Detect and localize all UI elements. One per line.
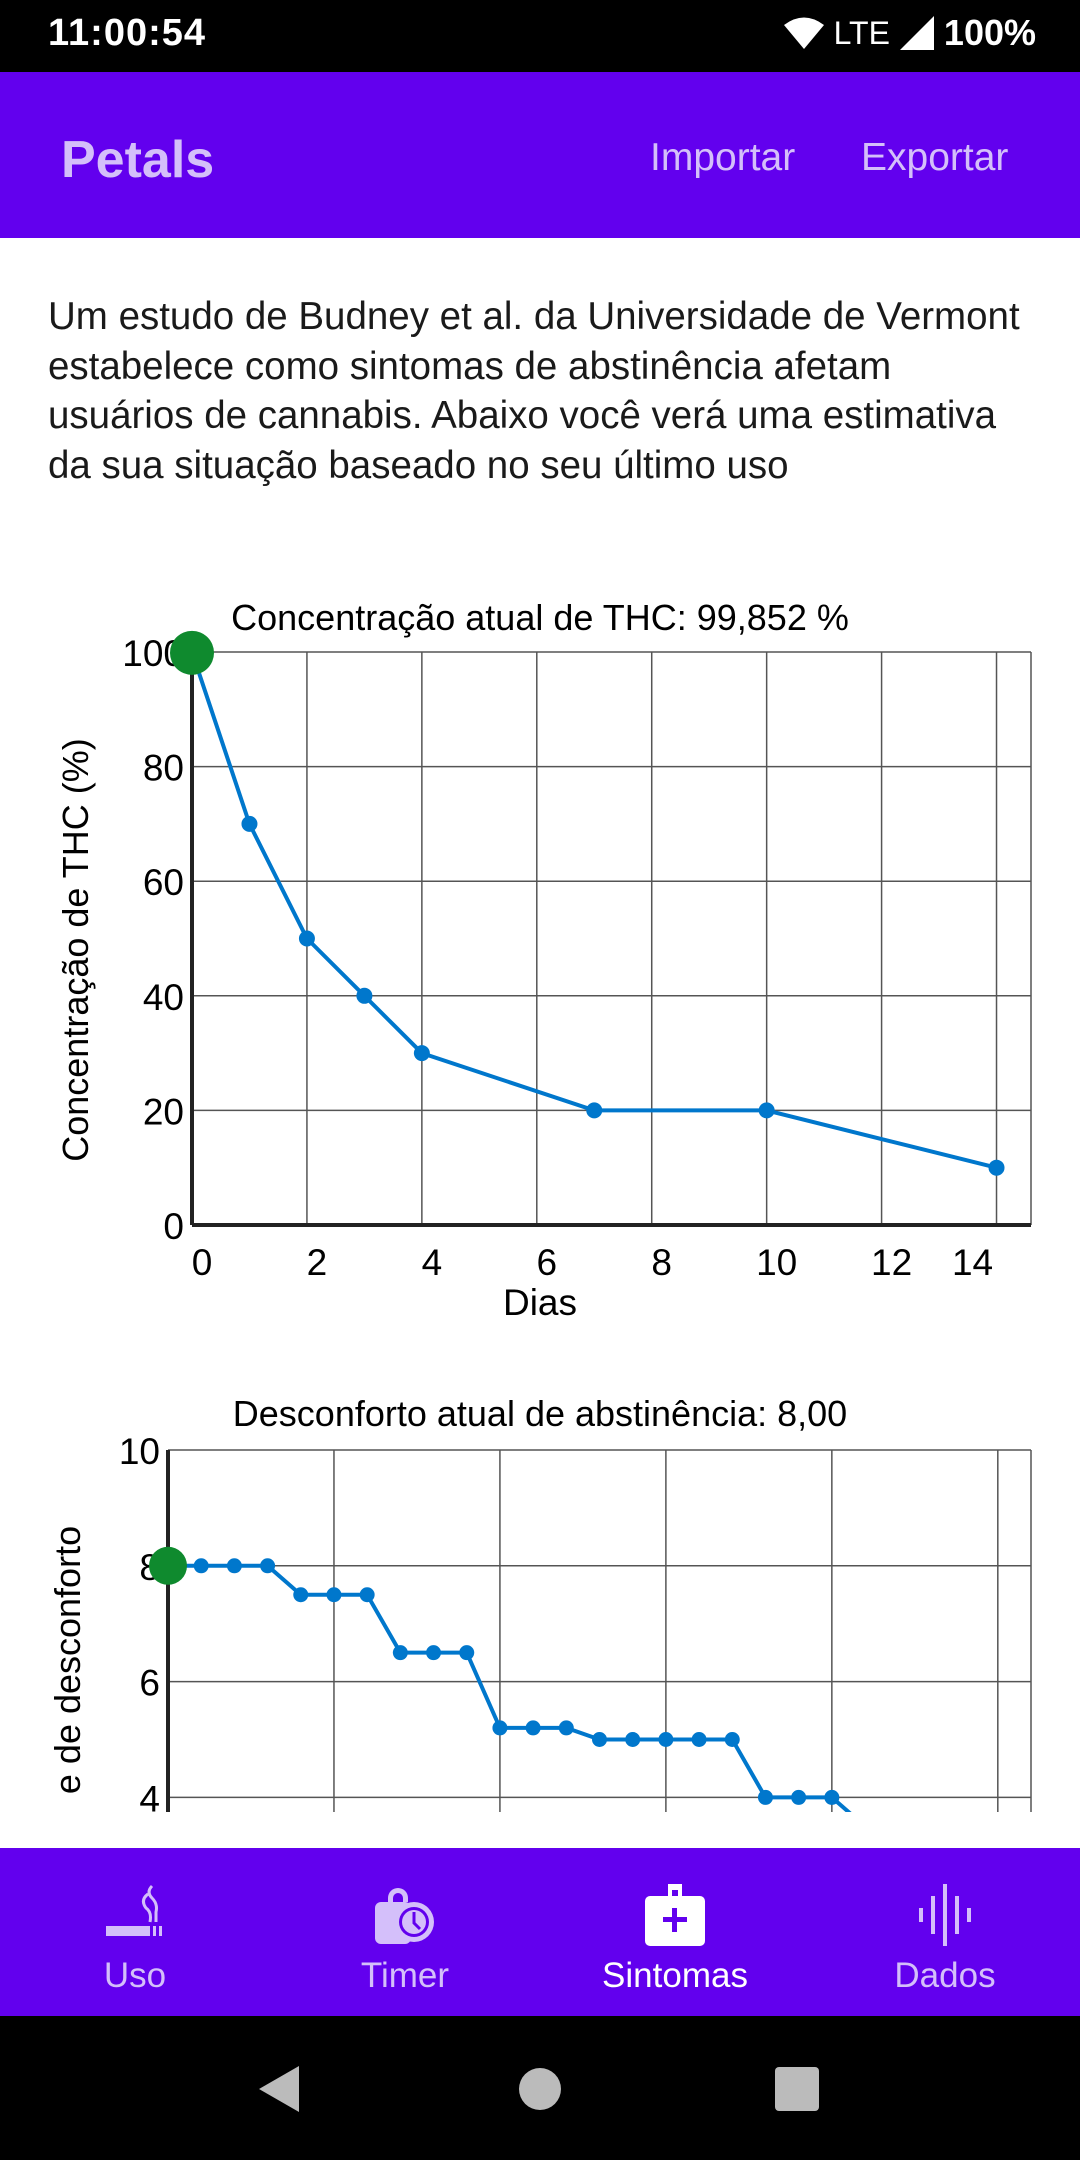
y-tick-label: 40 xyxy=(143,977,184,1018)
intro-text: Um estudo de Budney et al. da Universida… xyxy=(48,295,1020,487)
data-point xyxy=(558,1720,574,1736)
x-tick-label: 4 xyxy=(422,1242,443,1283)
y-tick-label: 20 xyxy=(143,1091,184,1132)
app-bar: Petals Importar Exportar xyxy=(0,72,1080,238)
medical-kit-icon xyxy=(644,1884,706,1946)
data-point xyxy=(413,1045,430,1062)
y-tick-label: 60 xyxy=(143,862,184,903)
smoking-icon xyxy=(104,1884,166,1946)
data-point xyxy=(426,1645,442,1661)
x-tick-label: 0 xyxy=(192,1242,213,1283)
graphic-eq-icon xyxy=(914,1884,976,1946)
data-point xyxy=(658,1732,674,1747)
data-point xyxy=(691,1732,707,1747)
nav-label: Sintomas xyxy=(602,1956,748,1995)
x-tick-label: 14 xyxy=(952,1242,993,1283)
data-point xyxy=(260,1558,276,1574)
x-tick-label: 8 xyxy=(651,1242,672,1283)
bottom-nav: Uso Timer Sintomas Dados xyxy=(0,1848,1080,2016)
data-point xyxy=(359,1587,375,1603)
data-point xyxy=(193,1558,209,1574)
y-tick-label: 6 xyxy=(139,1663,160,1704)
data-point xyxy=(758,1102,775,1119)
nav-item-timer[interactable]: Timer xyxy=(270,1848,540,2016)
data-point xyxy=(241,815,258,832)
data-point xyxy=(824,1789,840,1805)
nav-item-uso[interactable]: Uso xyxy=(0,1848,270,2016)
network-type: LTE xyxy=(833,14,890,51)
system-nav-bar xyxy=(0,2016,1080,2160)
y-axis-label: e de desconforto xyxy=(47,1526,88,1794)
home-icon[interactable] xyxy=(518,2067,562,2111)
nav-label: Timer xyxy=(360,1956,450,1995)
nav-item-sintomas[interactable]: Sintomas xyxy=(540,1848,810,2016)
current-value-marker xyxy=(170,630,214,675)
data-point xyxy=(356,987,373,1004)
back-icon[interactable] xyxy=(255,2066,301,2112)
data-point xyxy=(625,1732,641,1747)
data-point xyxy=(586,1102,603,1119)
thc-chart: Concentração atual de THC: 99,852 % 0 20 40… xyxy=(0,590,1080,1320)
data-point xyxy=(392,1645,408,1661)
data-point xyxy=(592,1732,607,1747)
data-point xyxy=(226,1558,242,1574)
signal-icon xyxy=(899,16,934,50)
data-line xyxy=(168,1563,852,1812)
y-tick-label: 10 xyxy=(119,1431,160,1472)
battery-level: 100% xyxy=(943,12,1036,53)
nav-label: Dados xyxy=(894,1956,996,1995)
chart-title: Desconforto atual de abstinência: 8,00 xyxy=(233,1393,847,1434)
data-point xyxy=(724,1732,740,1747)
data-point xyxy=(757,1789,773,1805)
status-time: 11:00:54 xyxy=(48,12,207,54)
discomfort-chart: Desconforto atual de abstinência: 8,00 4 6… xyxy=(0,1380,1080,1812)
data-point xyxy=(791,1789,807,1805)
data-point xyxy=(988,1159,1005,1176)
wifi-icon xyxy=(783,17,824,49)
nav-item-dados[interactable]: Dados xyxy=(810,1848,1080,2016)
y-tick-label: 0 xyxy=(163,1206,184,1247)
x-axis-label: Dias xyxy=(503,1282,577,1320)
y-axis-label: Concentração de THC (%) xyxy=(55,738,96,1162)
timer-icon xyxy=(374,1884,436,1946)
data-line xyxy=(190,651,998,1170)
data-point xyxy=(492,1720,508,1736)
y-tick-label: 4 xyxy=(139,1778,160,1812)
export-button[interactable]: Exportar xyxy=(861,136,1009,179)
x-tick-label: 2 xyxy=(307,1242,328,1283)
chart-title: Concentração atual de THC: 99,852 % xyxy=(231,597,849,638)
recents-icon[interactable] xyxy=(775,2067,819,2111)
app-title: Petals xyxy=(61,131,215,189)
data-point xyxy=(326,1587,342,1603)
x-tick-label: 10 xyxy=(756,1242,797,1283)
import-button[interactable]: Importar xyxy=(650,136,796,179)
data-point xyxy=(298,930,315,947)
data-point xyxy=(293,1587,309,1603)
x-tick-label: 12 xyxy=(871,1242,912,1283)
x-tick-label: 6 xyxy=(537,1242,558,1283)
data-point xyxy=(459,1645,475,1661)
data-point xyxy=(525,1720,541,1736)
y-tick-label: 80 xyxy=(143,748,184,789)
status-icons: LTE 100% xyxy=(783,12,1036,54)
nav-label: Uso xyxy=(103,1956,167,1995)
current-value-marker xyxy=(149,1546,187,1585)
status-bar: 11:00:54 LTE 100% xyxy=(0,0,1080,72)
